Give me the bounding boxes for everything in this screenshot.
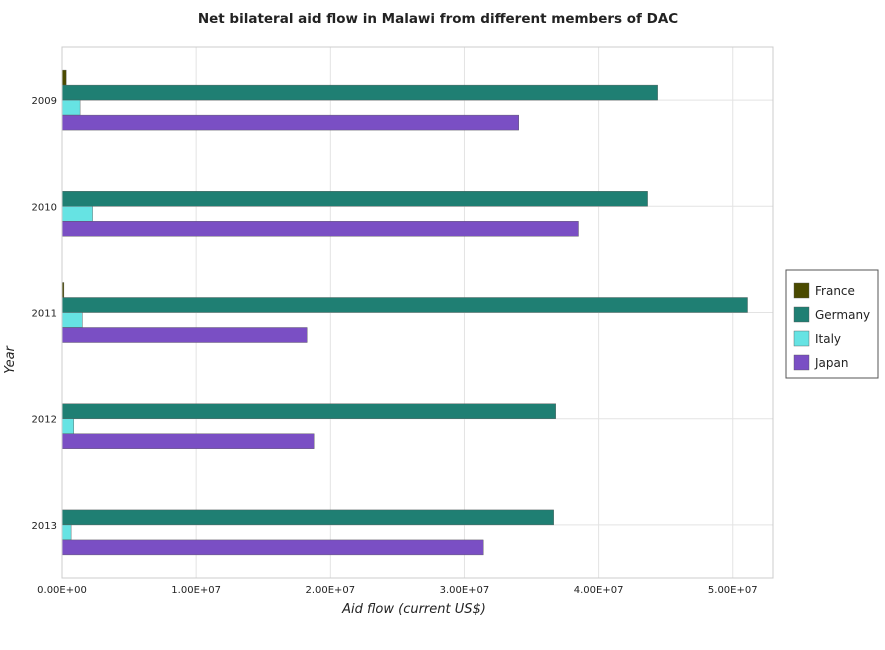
y-axis-label: Year (3, 344, 18, 373)
x-axis-ticks: 0.00E+00 1.00E+07 2.00E+07 3.00E+07 4.00E+07… (37, 585, 757, 596)
x-tick-label: 1.00E+07 (171, 585, 221, 596)
bar-germany-2010 (61, 191, 648, 207)
bar-japan-2013 (61, 539, 484, 556)
x-tick-label: 3.00E+07 (440, 585, 490, 596)
y-tick-label: 2011 (32, 309, 57, 320)
chart-title: Net bilateral aid flow in Malawi from di… (198, 11, 678, 27)
bar-italy-2010 (61, 206, 93, 222)
legend-swatch-italy (793, 330, 810, 347)
x-tick-label: 4.00E+07 (574, 585, 624, 596)
legend: France Germany Italy Japan (785, 269, 879, 379)
y-tick-label: 2010 (32, 202, 57, 213)
bar-france-2009 (61, 69, 67, 86)
legend-label-japan: Japan (814, 356, 848, 370)
y-axis-ticks: 2009 2010 2011 2012 2013 (32, 96, 57, 532)
bar-germany-2009 (61, 84, 658, 101)
bar-germany-2011 (61, 297, 748, 313)
bar-italy-2009 (61, 99, 81, 116)
bar-italy-2012 (61, 418, 75, 434)
bar-japan-2009 (61, 114, 519, 131)
x-axis-label: Aid flow (current US$) (341, 602, 486, 617)
bar-italy-2013 (61, 524, 72, 541)
x-tick-label: 0.00E+00 (37, 585, 87, 596)
plot-area (61, 46, 774, 579)
y-tick-label: 2012 (32, 415, 57, 426)
bars (61, 69, 748, 556)
legend-label-italy: Italy (815, 332, 841, 346)
bar-germany-2012 (61, 403, 556, 419)
legend-label-france: France (815, 284, 855, 298)
bar-japan-2011 (61, 327, 308, 343)
x-tick-label: 2.00E+07 (305, 585, 355, 596)
bar-japan-2010 (61, 221, 579, 237)
y-tick-label: 2013 (32, 521, 57, 532)
x-tick-label: 5.00E+07 (708, 585, 758, 596)
bar-italy-2011 (61, 312, 83, 328)
legend-label-germany: Germany (815, 308, 870, 322)
y-tick-label: 2009 (32, 96, 57, 107)
legend-swatch-france (793, 282, 810, 299)
bar-japan-2012 (61, 433, 315, 449)
legend-swatch-germany (793, 306, 810, 323)
bar-germany-2013 (61, 509, 554, 526)
plot-border (61, 46, 774, 579)
legend-swatch-japan (793, 354, 810, 371)
